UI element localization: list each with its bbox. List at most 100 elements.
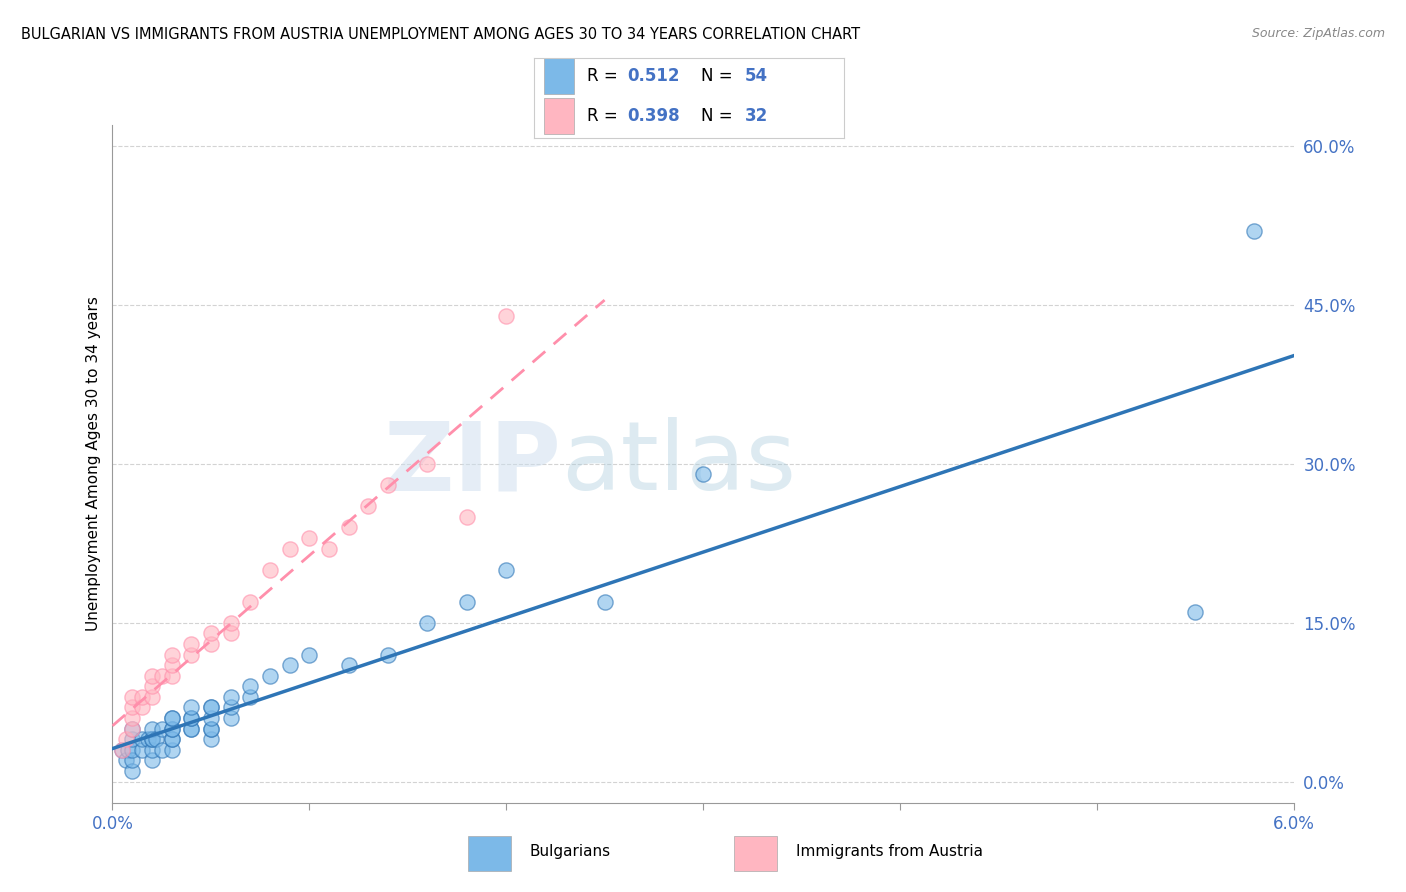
Point xyxy=(337,658,360,673)
Point xyxy=(200,700,222,714)
Point xyxy=(160,743,183,757)
Point xyxy=(141,669,163,683)
Point xyxy=(219,700,242,714)
Point xyxy=(200,722,222,736)
Bar xyxy=(544,58,575,95)
Point xyxy=(1184,605,1206,619)
Point xyxy=(145,732,167,747)
Point xyxy=(219,626,242,640)
Point xyxy=(160,658,183,673)
Point xyxy=(121,690,143,704)
Point xyxy=(136,732,159,747)
Point xyxy=(219,615,242,630)
Point xyxy=(200,637,222,651)
Point xyxy=(180,722,202,736)
Point xyxy=(219,711,242,725)
Point xyxy=(259,563,281,577)
Point xyxy=(160,722,183,736)
Point xyxy=(150,722,173,736)
Point xyxy=(131,690,153,704)
Point xyxy=(160,732,183,747)
Point xyxy=(495,309,517,323)
Point xyxy=(141,732,163,747)
Point xyxy=(115,732,138,747)
Point xyxy=(160,711,183,725)
Point xyxy=(121,722,143,736)
Point xyxy=(239,594,262,608)
Point xyxy=(121,711,143,725)
Point xyxy=(200,700,222,714)
Point xyxy=(1243,224,1265,238)
Point xyxy=(160,711,183,725)
Point xyxy=(180,711,202,725)
Point xyxy=(200,711,222,725)
Text: Immigrants from Austria: Immigrants from Austria xyxy=(796,845,983,859)
Point xyxy=(150,669,173,683)
Point xyxy=(121,764,143,778)
Point xyxy=(357,500,380,514)
Point xyxy=(160,732,183,747)
Text: Bulgarians: Bulgarians xyxy=(530,845,610,859)
Bar xyxy=(468,837,512,871)
Point xyxy=(117,743,139,757)
Point xyxy=(377,648,399,662)
Point xyxy=(278,541,301,556)
Point xyxy=(416,457,439,471)
Point xyxy=(200,722,222,736)
Bar xyxy=(734,837,778,871)
Point xyxy=(111,743,134,757)
Point xyxy=(131,700,153,714)
Point xyxy=(115,753,138,767)
Point xyxy=(219,690,242,704)
Bar xyxy=(544,98,575,134)
Y-axis label: Unemployment Among Ages 30 to 34 years: Unemployment Among Ages 30 to 34 years xyxy=(86,296,101,632)
Point xyxy=(456,594,478,608)
Text: 32: 32 xyxy=(745,107,768,125)
Point xyxy=(239,690,262,704)
Text: BULGARIAN VS IMMIGRANTS FROM AUSTRIA UNEMPLOYMENT AMONG AGES 30 TO 34 YEARS CORR: BULGARIAN VS IMMIGRANTS FROM AUSTRIA UNE… xyxy=(21,27,860,42)
Point xyxy=(456,509,478,524)
Point xyxy=(180,648,202,662)
Point xyxy=(160,669,183,683)
Point xyxy=(141,690,163,704)
Point xyxy=(495,563,517,577)
Point xyxy=(416,615,439,630)
Point xyxy=(141,732,163,747)
Point xyxy=(200,626,222,640)
Point xyxy=(259,669,281,683)
Text: Source: ZipAtlas.com: Source: ZipAtlas.com xyxy=(1251,27,1385,40)
Point xyxy=(298,648,321,662)
Point xyxy=(121,732,143,747)
Point xyxy=(377,478,399,492)
Point xyxy=(298,531,321,545)
Point xyxy=(180,700,202,714)
Text: R =: R = xyxy=(586,67,623,85)
Text: N =: N = xyxy=(702,67,738,85)
Text: 0.398: 0.398 xyxy=(627,107,679,125)
Text: N =: N = xyxy=(702,107,738,125)
Point xyxy=(141,743,163,757)
Point xyxy=(160,648,183,662)
Point xyxy=(141,753,163,767)
Text: atlas: atlas xyxy=(561,417,796,510)
Point xyxy=(180,637,202,651)
Point xyxy=(239,679,262,693)
Point xyxy=(141,679,163,693)
Point xyxy=(121,722,143,736)
Text: 0.512: 0.512 xyxy=(627,67,679,85)
Point xyxy=(131,743,153,757)
Point xyxy=(337,520,360,534)
Point xyxy=(180,722,202,736)
Point xyxy=(141,722,163,736)
Text: ZIP: ZIP xyxy=(384,417,561,510)
Text: 54: 54 xyxy=(745,67,768,85)
Point xyxy=(111,743,134,757)
Point xyxy=(318,541,340,556)
Point xyxy=(692,467,714,482)
Point xyxy=(121,753,143,767)
Point xyxy=(160,722,183,736)
Point xyxy=(150,743,173,757)
Point xyxy=(180,711,202,725)
Point xyxy=(131,732,153,747)
Point xyxy=(200,732,222,747)
